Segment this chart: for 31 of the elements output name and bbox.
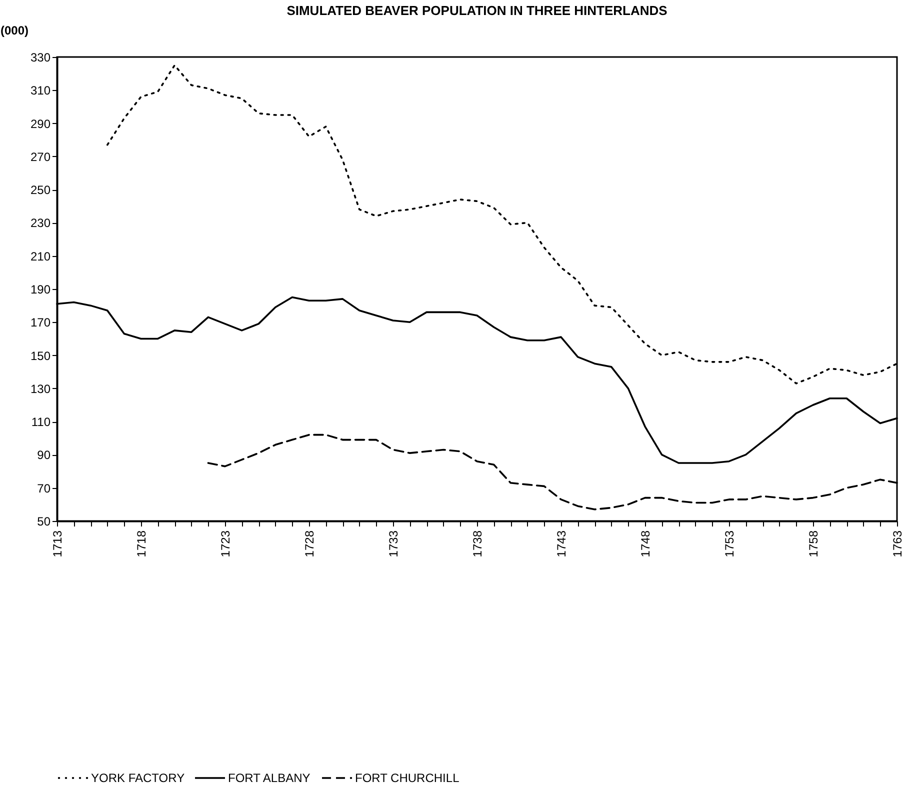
y-tick-label: 290 bbox=[30, 116, 51, 131]
x-tick-label: 1713 bbox=[50, 530, 64, 558]
legend-label: YORK FACTORY bbox=[91, 771, 185, 785]
y-tick-label: 270 bbox=[30, 150, 51, 164]
x-tick-label: 1728 bbox=[302, 530, 316, 558]
y-tick-label: 190 bbox=[30, 282, 51, 296]
x-tick-label: 1743 bbox=[554, 530, 568, 558]
x-tick-label: 1753 bbox=[722, 530, 736, 558]
legend-label: FORT ALBANY bbox=[228, 771, 310, 785]
y-tick-label: 310 bbox=[30, 84, 51, 98]
y-tick-label: 110 bbox=[31, 415, 51, 430]
legend-label: FORT CHURCHILL bbox=[355, 771, 460, 785]
x-tick-label: 1738 bbox=[470, 530, 484, 558]
y-tick-label: 230 bbox=[30, 216, 51, 230]
x-tick-label: 1723 bbox=[218, 530, 232, 558]
y-tick-label: 50 bbox=[37, 514, 51, 528]
y-tick-label: 90 bbox=[37, 448, 51, 462]
y-tick-label: 210 bbox=[30, 249, 51, 264]
x-tick-label: 1758 bbox=[806, 530, 820, 558]
chart-title: SIMULATED BEAVER POPULATION IN THREE HINTERLANDS bbox=[286, 3, 668, 18]
x-tick-label: 1763 bbox=[890, 530, 904, 558]
y-axis-title: (000) bbox=[0, 24, 29, 38]
y-tick-label: 250 bbox=[30, 183, 51, 198]
y-tick-label: 150 bbox=[30, 348, 51, 363]
x-tick-label: 1718 bbox=[134, 530, 148, 558]
y-tick-label: 130 bbox=[30, 382, 51, 396]
y-tick-label: 70 bbox=[37, 481, 51, 496]
x-tick-label: 1748 bbox=[638, 530, 652, 558]
x-tick-label: 1733 bbox=[386, 530, 400, 558]
y-tick-label: 330 bbox=[30, 50, 51, 64]
y-tick-label: 170 bbox=[30, 316, 51, 330]
